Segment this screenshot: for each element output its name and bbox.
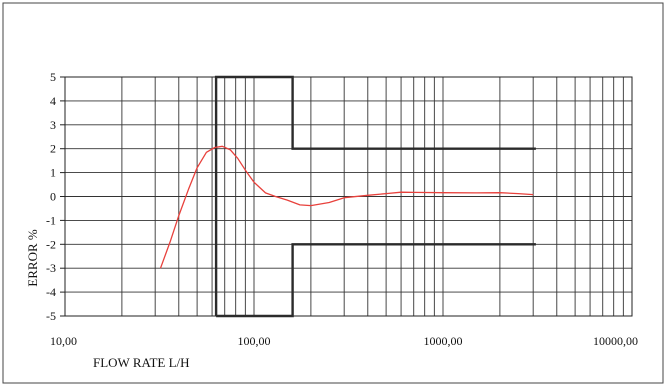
x-tick-label: 10,00 — [50, 334, 77, 348]
y-tick-label: -5 — [46, 309, 56, 323]
y-tick-label: -4 — [46, 285, 56, 299]
series-layer — [159, 145, 534, 269]
plot-border — [64, 76, 633, 317]
y-tick-label: 5 — [50, 70, 56, 84]
x-tick-label: 10000,00 — [593, 334, 638, 348]
tolerance-limits — [214, 75, 536, 318]
y-tick-label: -1 — [46, 213, 56, 227]
x-tick-labels: 10,00 100,00 1000,00 10000,00 — [50, 334, 638, 348]
x-tick-label: 1000,00 — [424, 334, 463, 348]
chart-frame — [2, 2, 664, 384]
y-tick-label: -3 — [46, 261, 56, 275]
x-tick-label: 100,00 — [238, 334, 271, 348]
y-tick-label: 2 — [50, 142, 56, 156]
plot-grid — [60, 76, 632, 317]
y-axis-label: ERROR % — [25, 229, 40, 287]
y-tick-label: -2 — [46, 237, 56, 251]
y-tick-label: 4 — [50, 94, 56, 108]
error-series-line — [159, 145, 534, 269]
lower-limit-line — [216, 243, 536, 318]
y-tick-label: 1 — [50, 166, 56, 180]
y-tick-labels: -5 -4 -3 -2 -1 0 1 2 3 4 5 — [46, 70, 56, 323]
y-tick-label: 3 — [50, 118, 56, 132]
x-axis-label: FLOW RATE L/H — [93, 355, 190, 370]
upper-limit-line — [214, 75, 536, 316]
y-tick-label: 0 — [50, 190, 56, 204]
